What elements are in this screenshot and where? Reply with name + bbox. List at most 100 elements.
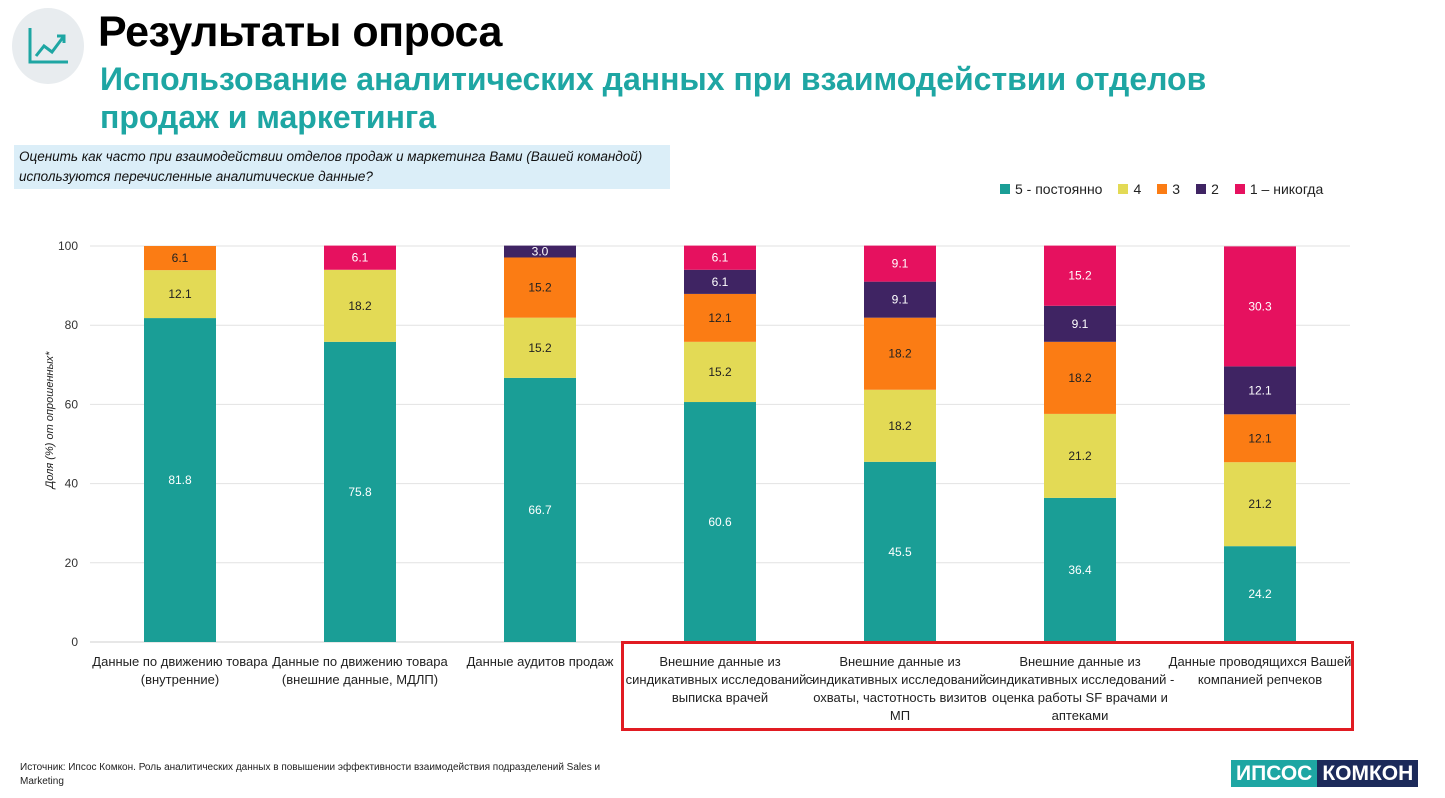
bar-segment xyxy=(864,245,936,282)
x-tick-label: Внешние данные из xyxy=(1019,654,1140,669)
y-tick-label: 20 xyxy=(65,556,79,570)
bar-segment xyxy=(1044,497,1116,642)
data-label: 6.1 xyxy=(352,251,369,265)
legend-swatch xyxy=(1196,184,1207,194)
data-label: 21.2 xyxy=(1248,497,1272,511)
legend-item: 4 xyxy=(1118,181,1141,197)
data-label: 3.0 xyxy=(532,245,549,259)
source-note: Источник: Ипсос Комкон. Роль аналитическ… xyxy=(20,762,601,787)
bar-segment xyxy=(684,293,756,342)
legend-item: 2 xyxy=(1196,181,1219,197)
legend-label: 4 xyxy=(1133,181,1142,197)
data-label: 15.2 xyxy=(708,365,732,379)
data-label: 12.1 xyxy=(1248,383,1272,397)
x-tick-label: Данные аудитов продаж xyxy=(467,654,614,669)
data-label: 12.1 xyxy=(168,287,192,301)
data-label: 21.2 xyxy=(1068,449,1092,463)
bar-segment xyxy=(1044,305,1116,342)
y-tick-label: 80 xyxy=(65,318,79,332)
data-label: 60.6 xyxy=(708,515,732,529)
bar-segment xyxy=(1224,366,1296,415)
bar-segment xyxy=(864,461,936,642)
x-tick-label: синдикативных исследований - xyxy=(626,672,815,687)
legend-item: 5 - постоянно xyxy=(1000,181,1102,197)
x-tick-label: компанией репчеков xyxy=(1198,672,1322,687)
legend-swatch xyxy=(1157,184,1168,194)
highlight-box xyxy=(621,641,1354,731)
legend-swatch xyxy=(1234,184,1245,194)
bar-segment xyxy=(1044,413,1116,498)
x-tick-label: (внешние данные, МДЛП) xyxy=(282,672,438,687)
x-tick-label: Данные по движению товара xyxy=(92,654,268,669)
x-tick-label: синдикативных исследований - xyxy=(986,672,1175,687)
data-label: 6.1 xyxy=(172,251,189,265)
data-label: 12.1 xyxy=(708,311,732,325)
data-label: 45.5 xyxy=(888,545,912,559)
page-subtitle: Использование аналитических данных при в… xyxy=(100,61,1207,135)
data-label: 18.2 xyxy=(888,347,912,361)
bar-segment xyxy=(144,246,216,271)
data-label: 30.3 xyxy=(1248,299,1272,313)
data-label: 18.2 xyxy=(1068,371,1092,385)
y-tick-label: 0 xyxy=(71,635,78,649)
x-tick-label: (внутренние) xyxy=(141,672,220,687)
logo-circle xyxy=(12,8,84,84)
brand-logo: ИПСОС КОМКОН xyxy=(1231,760,1419,787)
y-tick-label: 60 xyxy=(65,397,79,411)
survey-question: Оценить как часто при взаимодействии отд… xyxy=(14,145,670,189)
chart-legend: 5 - постоянно 4 3 2 1 – никогда xyxy=(1000,180,1339,198)
data-label: 9.1 xyxy=(892,293,909,307)
y-axis-label: Доля (%) от опрошенных* xyxy=(44,351,56,491)
data-label: 15.2 xyxy=(528,341,552,355)
bar-segment xyxy=(684,269,756,294)
x-tick-label: МП xyxy=(890,708,910,723)
chart-trend-icon xyxy=(28,28,68,64)
x-tick-label: оценка работы SF врачами и xyxy=(992,690,1168,705)
bar-segment xyxy=(864,281,936,318)
bar-segment xyxy=(324,245,396,270)
data-label: 18.2 xyxy=(888,419,912,433)
bar-segment xyxy=(684,341,756,403)
bar-segment xyxy=(684,245,756,270)
bar-segment xyxy=(1044,341,1116,414)
data-label: 81.8 xyxy=(168,473,192,487)
bar-segment xyxy=(1224,414,1296,463)
bar-segment xyxy=(504,377,576,642)
x-tick-label: Внешние данные из xyxy=(659,654,780,669)
data-label: 12.1 xyxy=(1248,431,1272,445)
x-tick-label: Внешние данные из xyxy=(839,654,960,669)
legend-label: 1 – никогда xyxy=(1249,181,1324,197)
brand-part1: ИПСОС xyxy=(1231,760,1318,787)
bar-segment xyxy=(504,245,576,258)
data-label: 18.2 xyxy=(348,299,372,313)
legend-item: 1 – никогда xyxy=(1234,181,1324,197)
bar-segment xyxy=(504,257,576,318)
page-title: Результаты опроса xyxy=(98,8,502,56)
data-label: 24.2 xyxy=(1248,587,1272,601)
legend-item: 3 xyxy=(1157,181,1180,197)
x-tick-label: Данные по движению товара xyxy=(272,654,448,669)
data-label: 6.1 xyxy=(712,275,729,289)
legend-label: 3 xyxy=(1172,181,1181,197)
bar-segment xyxy=(1224,462,1296,547)
brand-part2: КОМКОН xyxy=(1317,760,1419,787)
legend-label: 5 - постоянно xyxy=(1015,181,1103,197)
data-label: 15.2 xyxy=(1068,269,1092,283)
bar-segment xyxy=(144,318,216,642)
bar-segment xyxy=(144,270,216,319)
x-tick-label: синдикативных исследований - xyxy=(806,672,995,687)
data-label: 36.4 xyxy=(1068,563,1092,577)
bar-segment xyxy=(1044,245,1116,306)
bar-segment xyxy=(324,341,396,642)
bar-segment xyxy=(1224,546,1296,642)
legend-label: 2 xyxy=(1211,181,1219,197)
bar-segment xyxy=(1224,246,1296,367)
data-label: 15.2 xyxy=(528,281,552,295)
bar-segment xyxy=(864,389,936,462)
data-label: 9.1 xyxy=(892,257,909,271)
x-tick-label: охваты, частотность визитов xyxy=(813,690,987,705)
x-tick-label: аптеками xyxy=(1052,708,1109,723)
data-label: 6.1 xyxy=(712,251,729,265)
data-label: 66.7 xyxy=(528,503,552,517)
x-tick-label: выписка врачей xyxy=(672,690,768,705)
